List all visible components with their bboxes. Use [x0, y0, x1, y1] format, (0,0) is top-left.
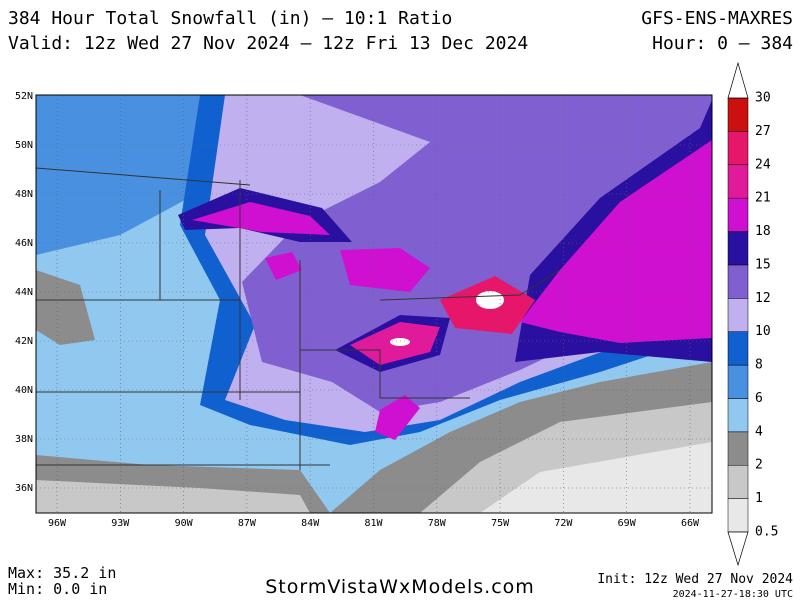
- lat-label: 42N: [15, 336, 33, 347]
- lat-label: 38N: [15, 434, 33, 445]
- site: StormVistaWxModels.com: [265, 576, 535, 598]
- lat-label: 48N: [15, 189, 33, 200]
- colorbar-label: 10: [755, 324, 771, 339]
- colorbar-segment: [727, 331, 749, 366]
- lat-label: 52N: [15, 91, 33, 102]
- fill-magenta: [375, 395, 420, 440]
- colorbar-segment: [727, 398, 749, 433]
- timestamp: 2024-11-27-18:30 UTC: [673, 589, 793, 600]
- colorbar-label: 4: [755, 424, 763, 439]
- colorbar-label: 12: [755, 291, 771, 306]
- colorbar-label: 30: [755, 91, 771, 106]
- lat-label: 50N: [15, 140, 33, 151]
- lon-label: 72W: [554, 518, 573, 529]
- lat-lon-grid: 52N 50N 48N 46N 44N 42N 40N 38N 36N 96W 93W 90W 87W 8…: [15, 91, 712, 529]
- lat-label: 46N: [15, 238, 33, 249]
- fill-magenta: [192, 202, 330, 235]
- max: Max: 35.2 in: [8, 564, 116, 582]
- colorbar-label: 0.5: [755, 525, 778, 540]
- hours: Hour: 0 – 384: [652, 33, 793, 54]
- fill-white: [476, 291, 504, 309]
- colorbar-label: 24: [755, 157, 771, 172]
- lon-label: 81W: [364, 518, 383, 529]
- colorbar-segment: [727, 264, 749, 299]
- lon-label: 93W: [111, 518, 130, 529]
- fill-pale-gray: [480, 442, 712, 513]
- lon-label: 84W: [301, 518, 320, 529]
- colorbar-segment: [727, 164, 749, 199]
- lon-label: 66W: [681, 518, 700, 529]
- min: Min: 0.0 in: [8, 580, 107, 598]
- colorbar-segment: [727, 364, 749, 399]
- valid: Valid: 12z Wed 27 Nov 2024 – 12z Fri 13 …: [8, 33, 528, 54]
- lon-label: 90W: [175, 518, 194, 529]
- fill-magenta: [265, 252, 302, 280]
- colorbar-bottom-arrow: [727, 531, 749, 567]
- title: 384 Hour Total Snowfall (in) – 10:1 Rati…: [8, 8, 452, 29]
- lon-label: 69W: [618, 518, 637, 529]
- colorbar-segment: [727, 97, 749, 132]
- colorbar-segment: [727, 197, 749, 232]
- lat-label: 36N: [15, 483, 33, 494]
- colorbar-label: 2: [755, 458, 763, 473]
- colorbar-label: 6: [755, 391, 763, 406]
- colorbar-top-arrow: [727, 61, 749, 99]
- init: Init: 12z Wed 27 Nov 2024: [597, 572, 793, 587]
- lat-label: 40N: [15, 385, 33, 396]
- colorbar-label: 8: [755, 358, 763, 373]
- fill-gray: [36, 270, 95, 345]
- map-frame: [35, 94, 713, 514]
- lon-label: 75W: [491, 518, 510, 529]
- lat-label: 44N: [15, 287, 33, 298]
- colorbar-label: 27: [755, 124, 771, 139]
- colorbar-segment: [727, 464, 749, 499]
- colorbar-segment: [727, 431, 749, 466]
- colorbar-segment: [727, 298, 749, 332]
- model: GFS-ENS-MAXRES: [641, 8, 793, 29]
- colorbar-label: 15: [755, 257, 771, 272]
- lon-label: 78W: [428, 518, 447, 529]
- colorbar-label: 21: [755, 191, 771, 206]
- lon-label: 96W: [48, 518, 67, 529]
- fill-white: [390, 338, 410, 346]
- lon-label: 87W: [238, 518, 257, 529]
- colorbar-label: 18: [755, 224, 771, 239]
- colorbar-label: 1: [755, 491, 763, 506]
- fill-magenta: [340, 248, 430, 292]
- borders: [36, 167, 561, 470]
- colorbar-segment: [727, 498, 749, 533]
- colorbar-segment: [727, 131, 749, 166]
- snow-map: [36, 95, 712, 513]
- colorbar-segment: [727, 231, 749, 266]
